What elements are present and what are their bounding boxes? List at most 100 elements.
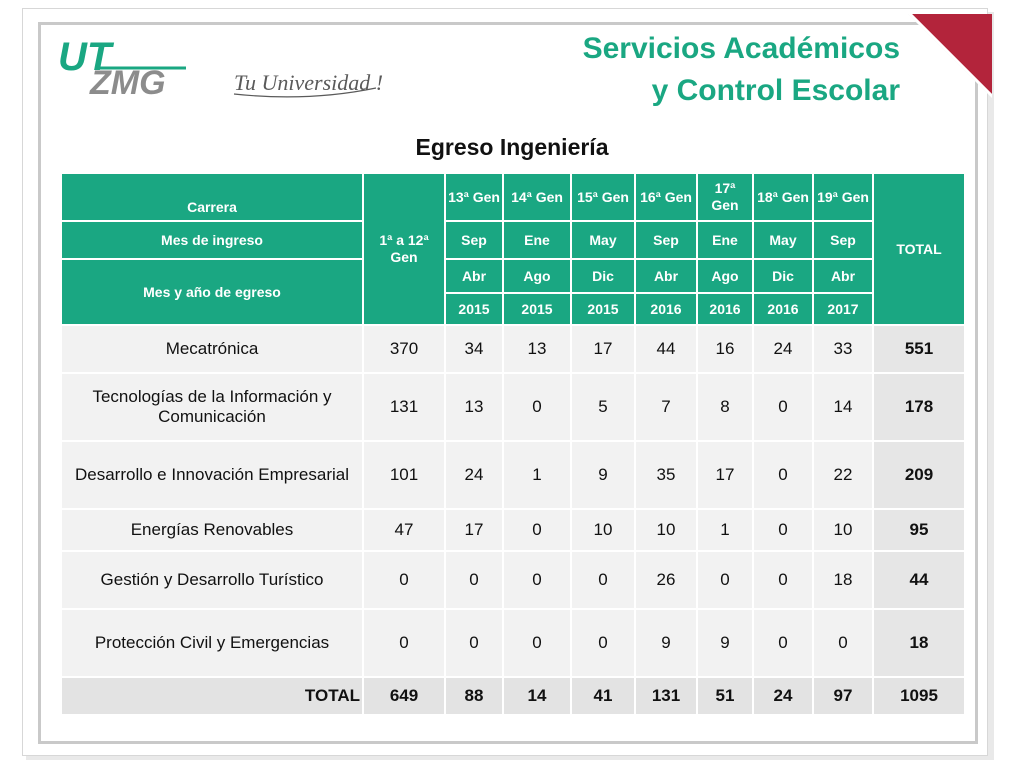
header-total: TOTAL: [872, 172, 966, 326]
row-value: 1: [502, 440, 572, 510]
row-total: 18: [872, 608, 966, 678]
page-corner-decoration: [908, 14, 992, 98]
row-value: 44: [634, 324, 698, 374]
header-ingreso: Sep: [812, 220, 874, 260]
row-value: 5: [570, 372, 636, 442]
logo-ut-text: UT: [58, 35, 115, 79]
header-ingreso: Ene: [696, 220, 754, 260]
row-value: 101: [362, 440, 446, 510]
header-egreso-mes: Abr: [634, 258, 698, 294]
header-egreso-mes: Dic: [752, 258, 814, 294]
header-egreso-anio: 2015: [570, 292, 636, 326]
row-value: 0: [444, 608, 504, 678]
title-line-1: Servicios Académicos: [582, 32, 900, 65]
header-egreso-mes: Dic: [570, 258, 636, 294]
row-value: 10: [812, 508, 874, 552]
table-row: Tecnologías de la Información y Comunica…: [60, 372, 966, 442]
row-value: 0: [812, 608, 874, 678]
row-value: 0: [752, 508, 814, 552]
header-egreso-mes: Ago: [696, 258, 754, 294]
totals-value: 97: [812, 676, 874, 716]
row-value: 16: [696, 324, 754, 374]
row-value: 26: [634, 550, 698, 610]
header-gen: 14ª Gen: [502, 172, 572, 222]
egreso-table: Carrera 1ª a 12ª Gen 13ª Gen 14ª Gen 15ª…: [60, 172, 966, 716]
totals-value: 51: [696, 676, 754, 716]
header-egreso-mes: Abr: [444, 258, 504, 294]
header-mes-ingreso: Mes de ingreso: [60, 220, 364, 260]
row-value: 0: [696, 550, 754, 610]
page-title: Servicios Académicos y Control Escolar: [583, 28, 900, 112]
row-value: 370: [362, 324, 446, 374]
row-value: 0: [362, 550, 446, 610]
row-value: 24: [752, 324, 814, 374]
row-value: 0: [502, 372, 572, 442]
header-gen: 18ª Gen: [752, 172, 814, 222]
table-row: Desarrollo e Innovación Empresarial 101 …: [60, 440, 966, 510]
grand-total: 1095: [872, 676, 966, 716]
row-value: 0: [752, 608, 814, 678]
row-value: 24: [444, 440, 504, 510]
row-value: 9: [570, 440, 636, 510]
row-value: 0: [752, 440, 814, 510]
totals-value: 41: [570, 676, 636, 716]
row-value: 22: [812, 440, 874, 510]
header-egreso-anio: 2017: [812, 292, 874, 326]
header-egreso-anio: 2015: [444, 292, 504, 326]
header-gen: 16ª Gen: [634, 172, 698, 222]
header-ingreso: Sep: [634, 220, 698, 260]
header-first-gen: 1ª a 12ª Gen: [362, 172, 446, 326]
row-total: 178: [872, 372, 966, 442]
row-value: 18: [812, 550, 874, 610]
row-value: 0: [752, 372, 814, 442]
row-value: 0: [752, 550, 814, 610]
table-subtitle: Egreso Ingeniería: [415, 134, 609, 160]
header-mes-egreso: Mes y año de egreso: [60, 258, 364, 326]
row-career-name: Gestión y Desarrollo Turístico: [60, 550, 364, 610]
totals-value: 649: [362, 676, 446, 716]
row-value: 131: [362, 372, 446, 442]
row-total: 44: [872, 550, 966, 610]
header-egreso-mes: Abr: [812, 258, 874, 294]
row-career-name: Mecatrónica: [60, 324, 364, 374]
header-egreso-anio: 2016: [752, 292, 814, 326]
row-value: 34: [444, 324, 504, 374]
header-egreso-mes: Ago: [502, 258, 572, 294]
row-value: 0: [362, 608, 446, 678]
row-career-name: Desarrollo e Innovación Empresarial: [60, 440, 364, 510]
totals-value: 24: [752, 676, 814, 716]
table-row: Mecatrónica 370 34 13 17 44 16 24 33 551: [60, 324, 966, 374]
row-value: 0: [502, 608, 572, 678]
table-row: Protección Civil y Emergencias 0 0 0 0 9…: [60, 608, 966, 678]
totals-value: 88: [444, 676, 504, 716]
row-value: 17: [570, 324, 636, 374]
title-line-2: y Control Escolar: [651, 74, 900, 107]
totals-row: TOTAL 649 88 14 41 131 51 24 97 1095: [60, 676, 966, 716]
header-gen: 15ª Gen: [570, 172, 636, 222]
row-value: 13: [444, 372, 504, 442]
header-ingreso: Ene: [502, 220, 572, 260]
row-total: 95: [872, 508, 966, 552]
header-gen: 19ª Gen: [812, 172, 874, 222]
row-total: 209: [872, 440, 966, 510]
table-row: Energías Renovables 47 17 0 10 10 1 0 10…: [60, 508, 966, 552]
row-value: 47: [362, 508, 446, 552]
header-egreso-anio: 2016: [634, 292, 698, 326]
row-value: 14: [812, 372, 874, 442]
slide-frame: [38, 22, 978, 744]
header-gen: 13ª Gen: [444, 172, 504, 222]
header-gen: 17ª Gen: [696, 172, 754, 222]
header-ingreso: May: [570, 220, 636, 260]
totals-label: TOTAL: [60, 676, 364, 716]
header-carrera: Carrera: [60, 172, 364, 222]
table-row: Gestión y Desarrollo Turístico 0 0 0 0 2…: [60, 550, 966, 610]
row-value: 9: [696, 608, 754, 678]
row-value: 10: [570, 508, 636, 552]
row-value: 10: [634, 508, 698, 552]
row-value: 1: [696, 508, 754, 552]
header-ingreso: May: [752, 220, 814, 260]
row-value: 17: [696, 440, 754, 510]
header-egreso-anio: 2016: [696, 292, 754, 326]
header-egreso-anio: 2015: [502, 292, 572, 326]
row-career-name: Tecnologías de la Información y Comunica…: [60, 372, 364, 442]
